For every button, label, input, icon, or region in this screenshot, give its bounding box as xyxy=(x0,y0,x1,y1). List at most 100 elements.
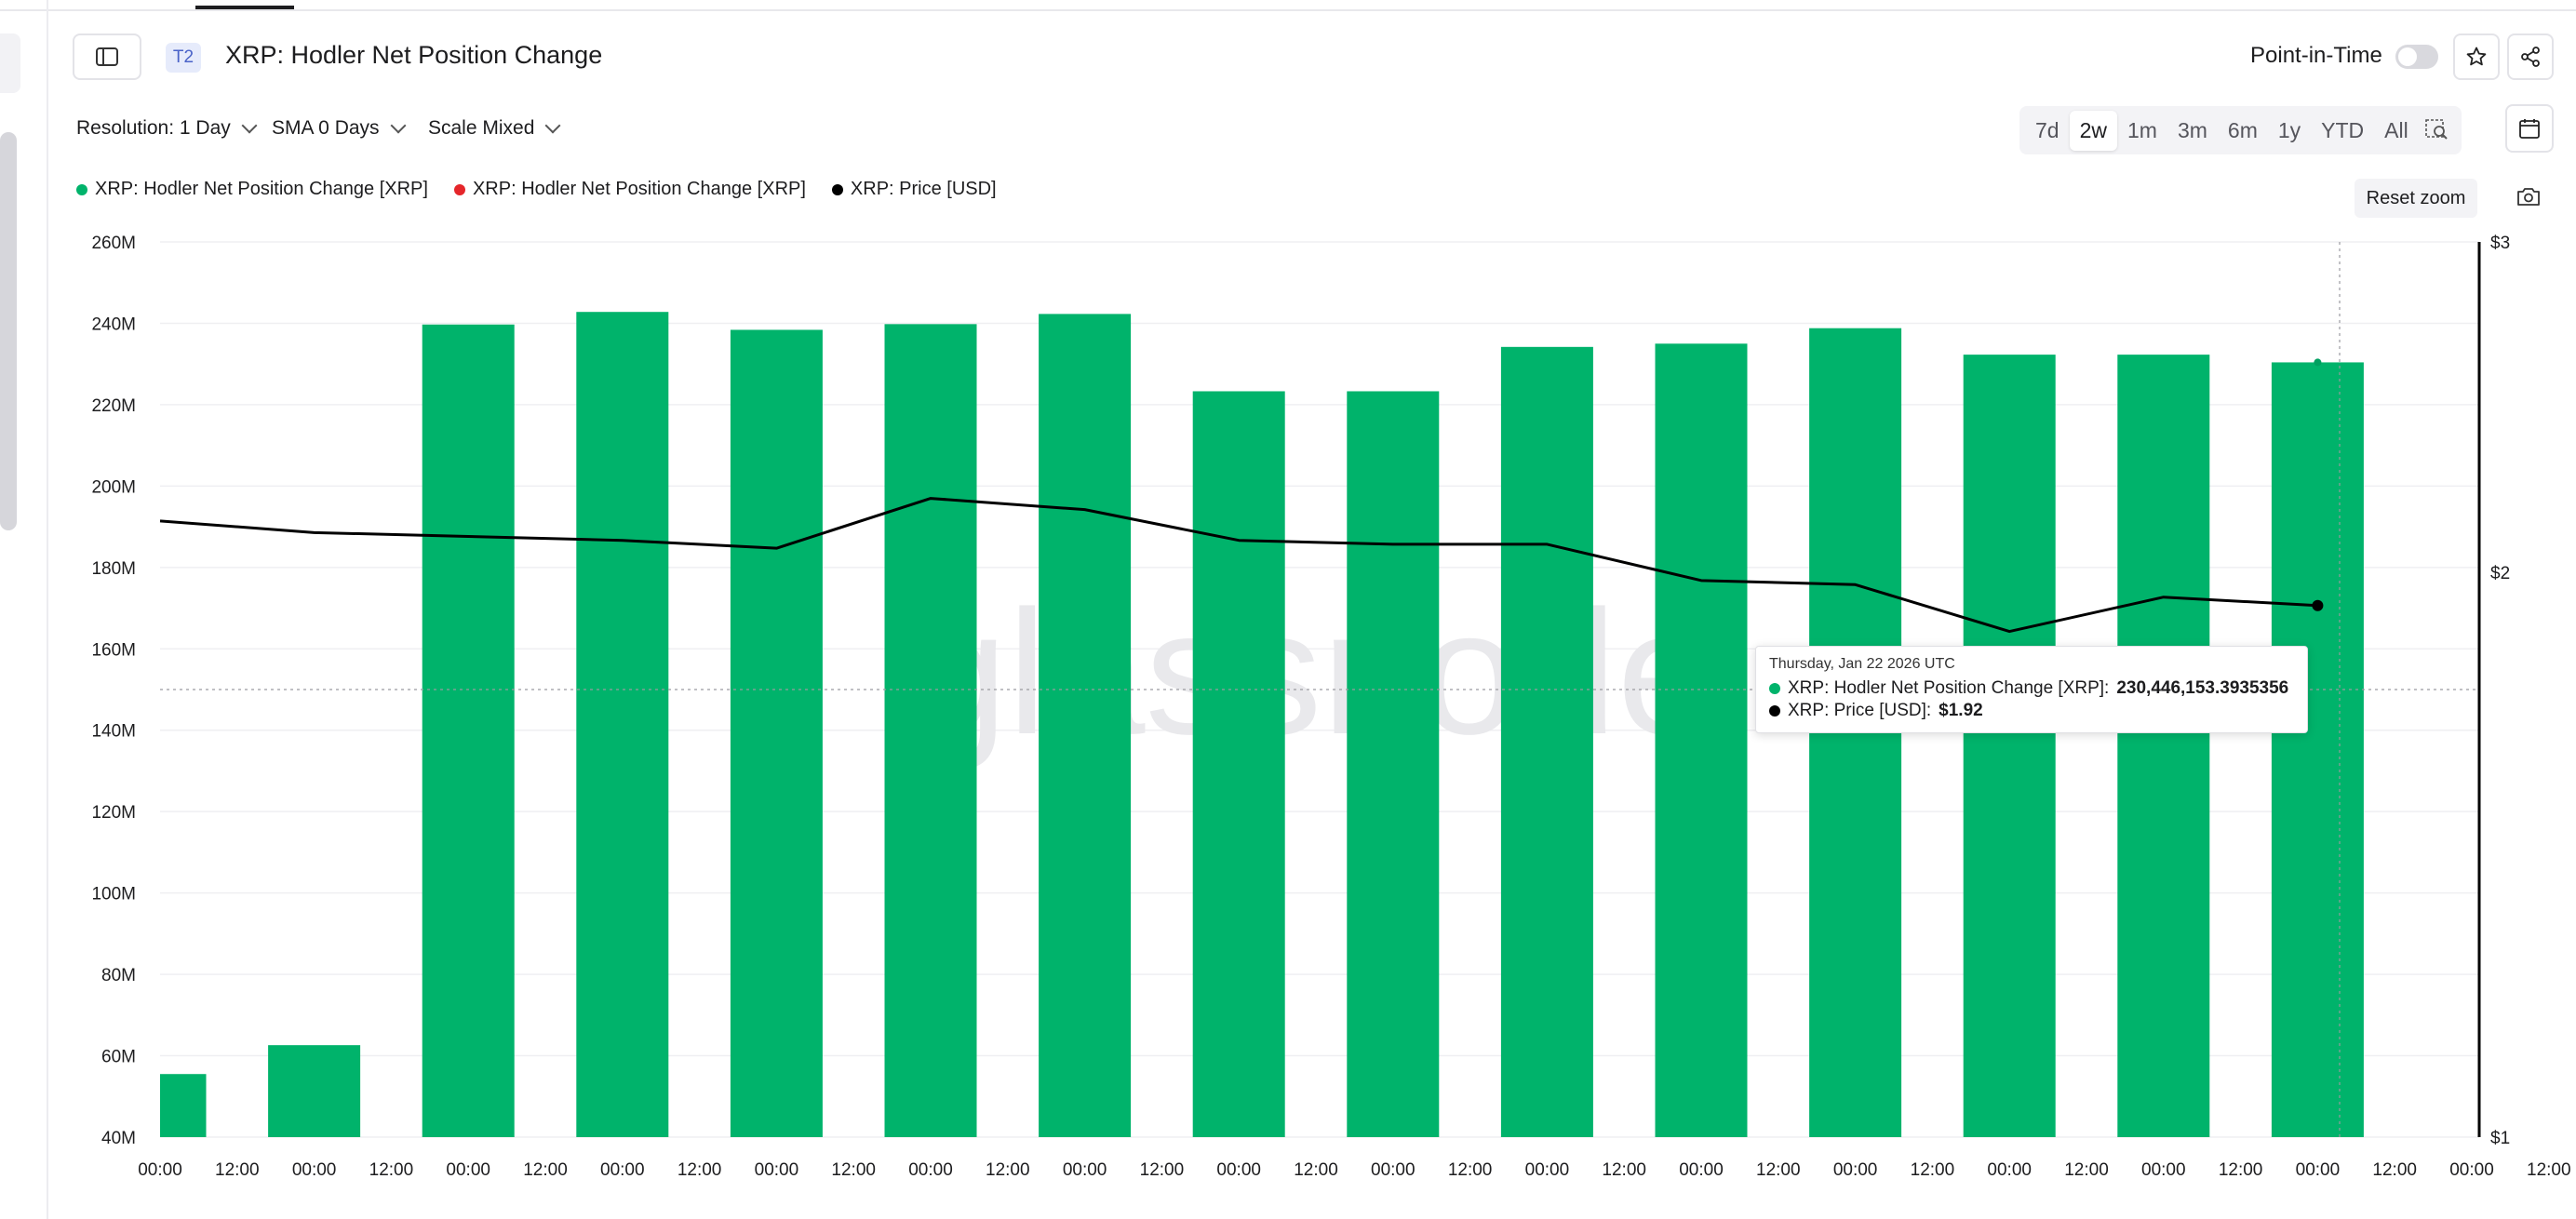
sma-label: SMA 0 Days xyxy=(272,117,380,139)
range-7d[interactable]: 7d xyxy=(2035,117,2059,142)
sidebar-scrollbar[interactable] xyxy=(0,132,17,530)
legend-label: XRP: Hodler Net Position Change [XRP] xyxy=(95,179,428,199)
x-tick-label: 12:00 xyxy=(2064,1160,2109,1180)
top-tab-strip xyxy=(0,0,2576,11)
camera-icon xyxy=(2517,188,2540,206)
legend-label: XRP: Hodler Net Position Change [XRP] xyxy=(472,179,806,199)
favorite-button[interactable] xyxy=(2453,33,2500,80)
x-tick-label: 12:00 xyxy=(1140,1160,1185,1180)
y-tick-label: 140M xyxy=(91,722,136,742)
bar xyxy=(160,1074,207,1137)
bar xyxy=(1039,314,1132,1137)
x-tick-label: 00:00 xyxy=(755,1160,799,1180)
share-icon xyxy=(2521,47,2540,67)
y-right-tick-label: $1 xyxy=(2490,1129,2510,1148)
zoom-select-button[interactable] xyxy=(2419,114,2456,147)
bar xyxy=(884,324,977,1137)
range-1y[interactable]: 1y xyxy=(2277,117,2301,142)
x-tick-label: 00:00 xyxy=(1987,1160,2032,1180)
toggle-knob xyxy=(2398,47,2417,66)
x-tick-label: 00:00 xyxy=(1371,1160,1415,1180)
y-right-tick-label: $2 xyxy=(2490,564,2510,583)
y-tick-label: 240M xyxy=(91,315,136,334)
resolution-label: Resolution: 1 Day xyxy=(76,117,231,139)
x-tick-label: 00:00 xyxy=(600,1160,645,1180)
y-tick-label: 80M xyxy=(101,966,136,985)
y-tick-label: 180M xyxy=(91,559,136,579)
x-tick-label: 12:00 xyxy=(369,1160,414,1180)
x-tick-label: 12:00 xyxy=(678,1160,722,1180)
left-sidebar xyxy=(0,0,48,1219)
legend-item-hodler-negative[interactable]: XRP: Hodler Net Position Change [XRP] xyxy=(453,179,806,200)
sidebar-toggle-button[interactable] xyxy=(73,33,141,80)
legend-item-price[interactable]: XRP: Price [USD] xyxy=(831,179,997,200)
x-tick-label: 00:00 xyxy=(2296,1160,2341,1180)
y-tick-label: 200M xyxy=(91,477,136,497)
sidebar-panel-icon xyxy=(96,47,118,66)
range-2w[interactable]: 2w xyxy=(2069,110,2117,151)
sma-dropdown[interactable]: SMA 0 Days xyxy=(272,117,407,140)
x-tick-label: 12:00 xyxy=(1756,1160,1801,1180)
price-hover-point xyxy=(2312,599,2324,611)
x-tick-label: 00:00 xyxy=(1063,1160,1107,1180)
x-tick-label: 12:00 xyxy=(2219,1160,2263,1180)
tooltip-date: Thursday, Jan 22 2026 UTC xyxy=(1769,656,1955,672)
range-ytd[interactable]: YTD xyxy=(2321,117,2365,142)
y-tick-label: 260M xyxy=(91,234,136,253)
share-button[interactable] xyxy=(2507,33,2554,80)
tooltip-value: 230,446,153.3935356 xyxy=(2116,678,2289,698)
x-tick-label: 00:00 xyxy=(1216,1160,1261,1180)
tier-badge: T2 xyxy=(166,43,201,73)
y-tick-label: 100M xyxy=(91,885,136,904)
x-tick-label: 12:00 xyxy=(1602,1160,1646,1180)
active-tab-indicator xyxy=(195,6,294,9)
watermark: glassnode xyxy=(909,574,1715,771)
legend-dot-green xyxy=(76,183,87,195)
x-tick-label: 00:00 xyxy=(292,1160,337,1180)
x-tick-label: 12:00 xyxy=(215,1160,260,1180)
y-tick-label: 60M xyxy=(101,1048,136,1067)
bar xyxy=(1963,355,2056,1138)
x-tick-label: 00:00 xyxy=(1679,1160,1724,1180)
legend-label: XRP: Price [USD] xyxy=(850,179,997,199)
range-all[interactable]: All xyxy=(2384,117,2408,142)
bar-hover-point xyxy=(2314,358,2322,367)
x-tick-label: 00:00 xyxy=(908,1160,953,1180)
reset-zoom-button[interactable]: Reset zoom xyxy=(2355,179,2477,218)
range-1m[interactable]: 1m xyxy=(2127,117,2157,142)
page-title: XRP: Hodler Net Position Change xyxy=(225,41,603,69)
scale-dropdown[interactable]: Scale Mixed xyxy=(428,117,561,140)
tooltip-value: $1.92 xyxy=(1939,701,1983,720)
y-tick-label: 40M xyxy=(101,1129,136,1148)
tooltip-row-price: XRP: Price [USD]: $1.92 xyxy=(1769,701,2294,721)
x-tick-label: 12:00 xyxy=(1911,1160,1955,1180)
time-range-selector: 7d 2w 1m 3m 6m 1y YTD All xyxy=(2019,106,2462,154)
date-picker-button[interactable] xyxy=(2505,104,2554,153)
bar xyxy=(2117,355,2210,1138)
bar xyxy=(730,329,823,1137)
x-tick-label: 00:00 xyxy=(2141,1160,2186,1180)
x-tick-label: 12:00 xyxy=(831,1160,876,1180)
bar xyxy=(2271,362,2364,1137)
sidebar-collapsed-tab[interactable] xyxy=(0,33,20,93)
x-tick-label: 12:00 xyxy=(2527,1160,2571,1180)
zoom-select-icon xyxy=(2424,119,2448,140)
range-6m[interactable]: 6m xyxy=(2227,117,2258,142)
legend-dot-red xyxy=(453,183,465,195)
legend-item-hodler-positive[interactable]: XRP: Hodler Net Position Change [XRP] xyxy=(76,179,428,200)
chart-tooltip: Thursday, Jan 22 2026 UTC XRP: Hodler Ne… xyxy=(1755,646,2308,733)
x-tick-label: 12:00 xyxy=(986,1160,1030,1180)
tooltip-label: XRP: Hodler Net Position Change [XRP]: xyxy=(1788,678,2110,698)
point-in-time-toggle[interactable] xyxy=(2395,45,2438,69)
screenshot-button[interactable] xyxy=(2505,173,2552,220)
bar xyxy=(1192,391,1285,1137)
price-line xyxy=(159,497,2318,634)
x-tick-label: 00:00 xyxy=(1525,1160,1570,1180)
bar xyxy=(1655,343,1748,1137)
resolution-dropdown[interactable]: Resolution: 1 Day xyxy=(76,117,258,140)
range-3m[interactable]: 3m xyxy=(2177,117,2207,142)
y-right-tick-label: $3 xyxy=(2490,234,2510,253)
x-tick-label: 12:00 xyxy=(1448,1160,1493,1180)
x-tick-label: 00:00 xyxy=(1833,1160,1878,1180)
